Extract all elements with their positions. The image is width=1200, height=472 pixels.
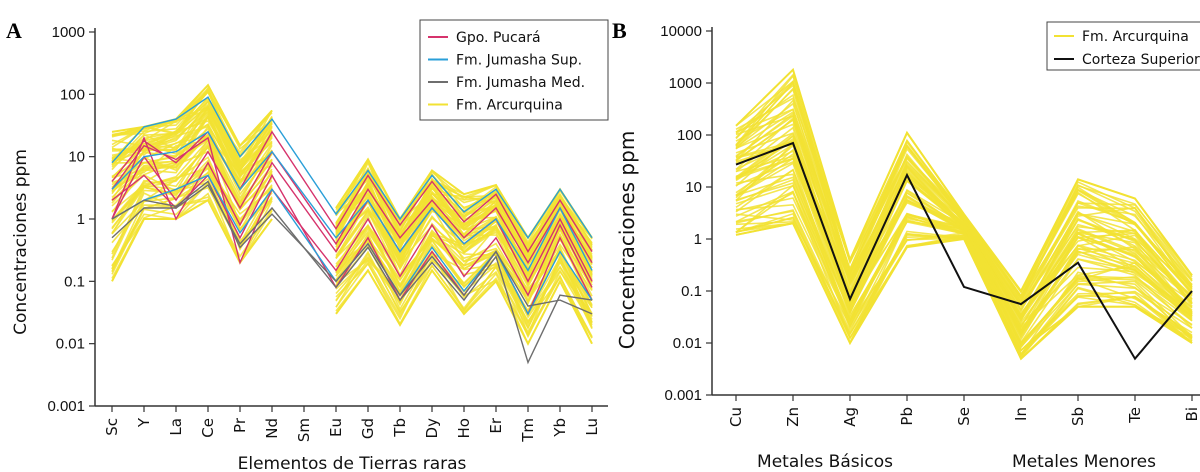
panel-a-series-line-fm-arcurquina xyxy=(111,99,273,157)
panel-b-x-tick-label: Pb xyxy=(898,407,916,426)
panel-a-legend-box xyxy=(419,19,609,121)
panel-a-y-tick-label: 0.001 xyxy=(47,398,85,415)
panel-a-x-tick-label: Eu xyxy=(327,418,345,437)
panel-a-y-tick-label: 1 xyxy=(77,211,85,228)
panel-a-x-tick-label: Yb xyxy=(551,418,569,438)
panel-b-y-tick-label: 100 xyxy=(677,127,702,144)
panel-a-legend-label: Gpo. Pucará xyxy=(456,30,541,46)
panel-a-x-axis-label: Elementos de Tierras raras xyxy=(238,454,467,472)
panel-b-series-line-fm-arcurquina xyxy=(735,108,1193,301)
panel-b-y-tick-label: 0.01 xyxy=(673,335,702,352)
panel-a-x-tick-label: Y xyxy=(135,417,153,428)
panel-a-series-line-fm-arcurquina xyxy=(111,134,273,200)
panel-a-x-tick-label: Sc xyxy=(103,418,121,436)
panel-a-x-tick-label: Tm xyxy=(519,418,537,443)
panel-a-x-tick-label: Gd xyxy=(359,418,377,439)
panel-a-series-line-fm-jumasha-med- xyxy=(111,184,593,365)
panel-b-x-tick-label: Bi xyxy=(1183,407,1200,421)
panel-a-label: A xyxy=(6,18,22,43)
panel-b-x-tick-label: Sb xyxy=(1069,407,1087,426)
panel-a-x-tick-label: Ho xyxy=(455,418,473,438)
panel-a-chart: A Concentraciones ppm Elementos de Tierr… xyxy=(6,18,609,472)
panel-b-series-lines xyxy=(735,67,1193,361)
panel-b-axes: 0.001 0.01 0.1 1 10 100 1000 10000 Cu Zn Ag Pb Se In S… xyxy=(660,23,1200,427)
panel-b-group-label-minor: Metales Menores xyxy=(1012,452,1156,472)
panel-b-series-line-fm-arcurquina xyxy=(735,98,1193,306)
panel-a-series-line-fm-arcurquina xyxy=(111,167,273,216)
panel-b-y-tick-label: 1000 xyxy=(669,75,702,92)
panel-a-legend-label: Fm. Jumasha Sup. xyxy=(456,53,582,69)
panel-a-legend: Gpo. Pucará Fm. Jumasha Sup. Fm. Jumasha M… xyxy=(419,19,609,121)
panel-b-y-tick-label: 1 xyxy=(694,231,702,248)
panel-a-x-tick-label: Tb xyxy=(391,418,409,438)
panel-b-series-line-corteza-superior xyxy=(735,141,1193,361)
panel-a-series-line-fm-jumasha-sup- xyxy=(111,96,593,240)
panel-a-series-line-fm-arcurquina xyxy=(111,144,273,229)
panel-a-x-tick-label: Nd xyxy=(263,418,281,439)
panel-a-legend-label: Fm. Jumasha Med. xyxy=(456,75,585,91)
panel-b-series-line-fm-arcurquina xyxy=(735,112,1193,323)
panel-b-y-axis-label: Concentraciones ppm xyxy=(615,131,639,350)
panel-a-series-line-gpo-pucar- xyxy=(111,136,593,297)
panel-b-group-label-basic: Metales Básicos xyxy=(757,452,893,472)
panel-a-series-line-fm-jumasha-sup- xyxy=(111,130,593,272)
panel-a-series-line-fm-arcurquina xyxy=(111,86,273,173)
panel-b-series-line-fm-arcurquina xyxy=(735,162,1193,339)
panel-b-y-tick-label: 10000 xyxy=(660,23,702,40)
panel-a-envelope-high-line xyxy=(111,83,273,148)
panel-a-y-tick-label: 1000 xyxy=(52,24,85,41)
panel-b-y-tick-label: 0.1 xyxy=(681,283,702,300)
panel-b-x-tick-label: Zn xyxy=(784,407,802,427)
panel-b-legend-label: Fm. Arcurquina xyxy=(1082,29,1189,45)
panel-a-x-tick-label: Pr xyxy=(231,417,249,433)
panel-a-y-tick-label: 0.1 xyxy=(64,273,85,290)
panel-a-series-line-fm-arcurquina xyxy=(335,198,593,274)
panel-b-series-line-fm-arcurquina xyxy=(735,144,1193,329)
panel-a-series-line-fm-arcurquina xyxy=(335,227,593,296)
panel-a-series-line-fm-arcurquina xyxy=(111,167,273,255)
panel-a-x-tick-label: Ce xyxy=(199,418,217,438)
panel-b-series-line-fm-arcurquina xyxy=(735,79,1193,308)
panel-b-x-tick-label: Se xyxy=(955,407,973,426)
panel-a-legend-label: Fm. Arcurquina xyxy=(456,98,563,114)
panel-b-legend: Fm. Arcurquina Corteza Superior xyxy=(1046,21,1200,71)
panel-a-axes: 0.001 0.01 0.1 1 10 100 1000 Sc Y La Ce Pr Nd Sm Eu Gd T… xyxy=(47,24,608,443)
panel-a-x-tick-label: Dy xyxy=(423,418,441,439)
panel-a-envelope-low-line xyxy=(111,198,273,282)
panel-b-envelope-low-line xyxy=(735,222,1193,361)
panel-b-x-tick-label: Te xyxy=(1126,407,1144,424)
panel-a-y-tick-label: 100 xyxy=(60,86,85,103)
panel-a-x-tick-label: Lu xyxy=(583,418,601,436)
panel-b-y-tick-label: 10 xyxy=(685,179,702,196)
panel-b-label: B xyxy=(612,18,627,43)
panel-b-y-tick-label: 0.001 xyxy=(664,387,702,404)
panel-b-legend-label: Corteza Superior xyxy=(1082,52,1200,68)
panel-b-envelope-high-line xyxy=(735,67,1193,293)
panel-b-x-tick-label: Cu xyxy=(727,407,745,427)
panel-b-chart: B Concentraciones ppm 0.001 0.01 0.1 1 10 100… xyxy=(612,18,1200,472)
panel-a-x-tick-label: La xyxy=(167,418,185,436)
panel-a-y-tick-label: 0.01 xyxy=(56,336,85,353)
panel-b-x-tick-label: Ag xyxy=(841,407,859,427)
panel-a-series-line-fm-arcurquina xyxy=(335,224,593,315)
panel-a-x-tick-label: Er xyxy=(487,417,505,433)
panel-a-series-line-fm-arcurquina xyxy=(111,138,273,189)
panel-a-x-tick-label: Sm xyxy=(295,418,313,442)
panel-a-series-line-fm-jumasha-med- xyxy=(111,180,593,315)
panel-a-y-axis-label: Concentraciones ppm xyxy=(11,149,31,335)
panel-b-x-tick-label: In xyxy=(1012,407,1030,421)
panel-a-series-line-fm-arcurquina xyxy=(335,184,593,271)
panel-b-legend-box xyxy=(1046,21,1200,71)
panel-a-series-line-fm-arcurquina xyxy=(111,144,273,221)
panel-a-series-line-fm-arcurquina xyxy=(335,244,593,326)
panel-a-series-line-fm-arcurquina xyxy=(111,106,273,154)
panel-a-series-lines xyxy=(111,83,593,365)
panel-a-series-line-fm-arcurquina xyxy=(335,249,593,330)
panel-b-series-line-fm-arcurquina xyxy=(735,216,1193,360)
panel-a-series-line-fm-arcurquina xyxy=(111,156,273,235)
panel-a-y-tick-label: 10 xyxy=(68,149,85,166)
